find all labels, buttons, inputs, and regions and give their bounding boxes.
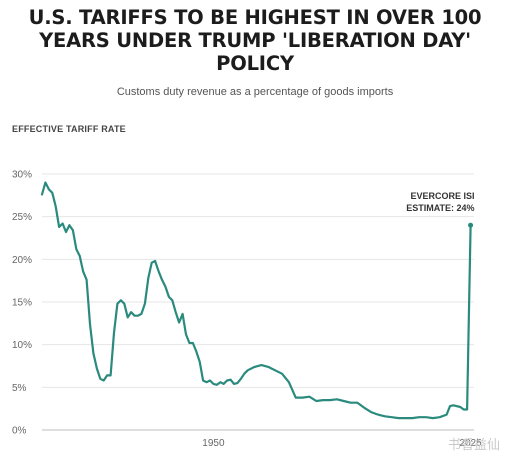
watermark: 书香益仙 (447, 438, 500, 453)
y-tick-label: 25% (12, 212, 32, 223)
chart-title: U.S. TARIFFS TO BE HIGHEST IN OVER 100 Y… (28, 6, 482, 75)
annotation-label: EVERCORE ISI (411, 191, 475, 201)
y-tick-label: 15% (12, 298, 32, 309)
series-layer (40, 181, 472, 420)
chart-subtitle: Customs duty revenue as a percentage of … (116, 86, 394, 98)
y-axis-title: EFFECTIVE TARIFF RATE (12, 124, 126, 134)
annotation-point (468, 222, 474, 228)
y-tick-label: 10% (12, 340, 32, 351)
grid-lines (42, 173, 474, 431)
y-tick-label: 20% (12, 255, 32, 266)
y-tick-label: 30% (12, 170, 32, 181)
series-line (40, 181, 472, 420)
x-tick-labels: 1950 2025 (202, 438, 482, 449)
y-tick-labels: 0% 5% 10% 15% 20% 25% 30% (12, 170, 32, 437)
y-tick-label: 5% (12, 383, 27, 394)
annotation: EVERCORE ISI ESTIMATE: 24% (406, 191, 475, 228)
annotation-label: ESTIMATE: 24% (406, 203, 474, 213)
y-tick-label: 0% (12, 426, 27, 437)
x-tick-label: 1950 (202, 438, 225, 449)
x-tick-label: 2025 (459, 438, 482, 449)
